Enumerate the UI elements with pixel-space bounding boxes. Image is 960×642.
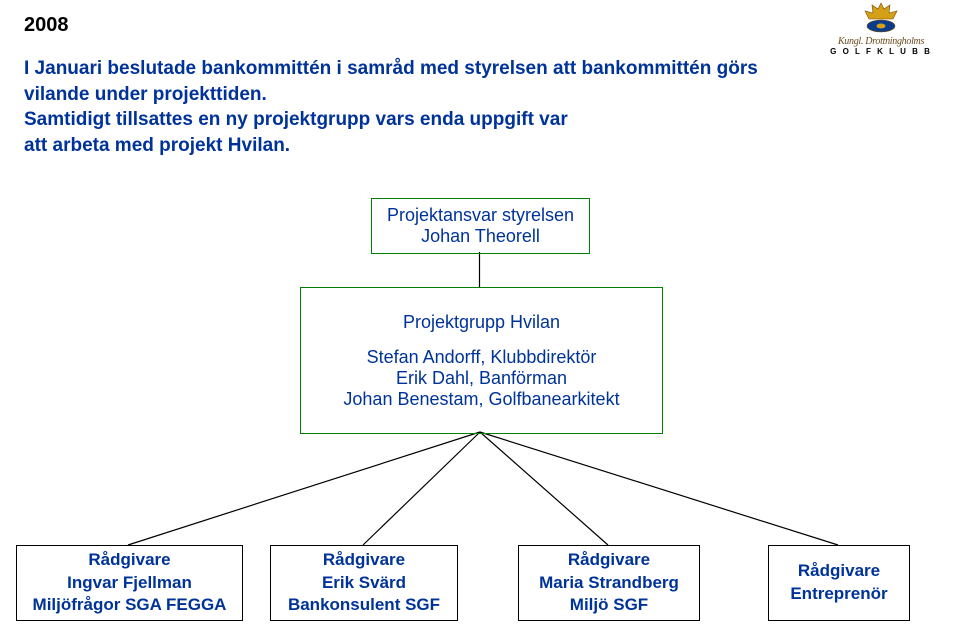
logo-line1: Kungl. Drottningholms [821,36,941,47]
logo-line2: G O L F K L U B B [821,47,941,56]
intro-l2: vilande under projekttiden. [24,84,267,105]
advisor3-l1: Rådgivare [798,560,880,583]
advisor2-l1: Rådgivare [568,549,650,572]
club-logo: Kungl. Drottningholms G O L F K L U B B [821,2,941,56]
advisor2-l3: Miljö SGF [570,594,648,617]
crown-icon [859,2,903,36]
year-title: 2008 [24,14,69,37]
intro-text: I Januari beslutade bankommittén i samrå… [24,56,924,159]
advisor1-l3: Bankonsulent SGF [288,594,440,617]
year-text: 2008 [24,14,69,36]
midbox-l1: Stefan Andorff, Klubbdirektör [367,347,597,368]
topbox-l2: Johan Theorell [421,226,540,247]
advisor1-l2: Erik Svärd [322,572,406,595]
slide-page: Kungl. Drottningholms G O L F K L U B B … [0,0,960,642]
advisor2-l2: Maria Strandberg [539,572,679,595]
intro-l3: Samtidigt tillsattes en ny projektgrupp … [24,109,568,130]
advisor-box-2: Rådgivare Maria Strandberg Miljö SGF [518,545,700,621]
project-group-box: Projektgrupp Hvilan Stefan Andorff, Klub… [300,287,663,434]
topbox-l1: Projektansvar styrelsen [387,205,574,226]
midbox-l2: Erik Dahl, Banförman [396,368,567,389]
project-responsible-box: Projektansvar styrelsen Johan Theorell [371,198,590,254]
advisor1-l1: Rådgivare [323,549,405,572]
advisor3-l2: Entreprenör [790,583,887,606]
advisor-box-0: Rådgivare Ingvar Fjellman Miljöfrågor SG… [16,545,243,621]
intro-l1: I Januari beslutade bankommittén i samrå… [24,58,758,79]
advisor0-l2: Ingvar Fjellman [67,572,192,595]
advisor0-l3: Miljöfrågor SGA FEGGA [33,594,227,617]
advisor-box-3: Rådgivare Entreprenör [768,545,910,621]
midbox-l3: Johan Benestam, Golfbanearkitekt [343,389,619,410]
advisor0-l1: Rådgivare [88,549,170,572]
midbox-title: Projektgrupp Hvilan [403,312,560,333]
intro-l4: att arbeta med projekt Hvilan. [24,135,290,156]
advisor-box-1: Rådgivare Erik Svärd Bankonsulent SGF [270,545,458,621]
